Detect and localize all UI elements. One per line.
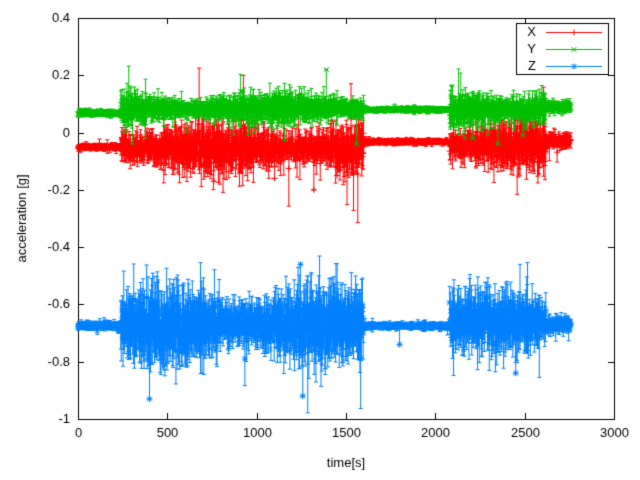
figure bbox=[0, 0, 640, 480]
acceleration-time-chart bbox=[0, 0, 640, 480]
